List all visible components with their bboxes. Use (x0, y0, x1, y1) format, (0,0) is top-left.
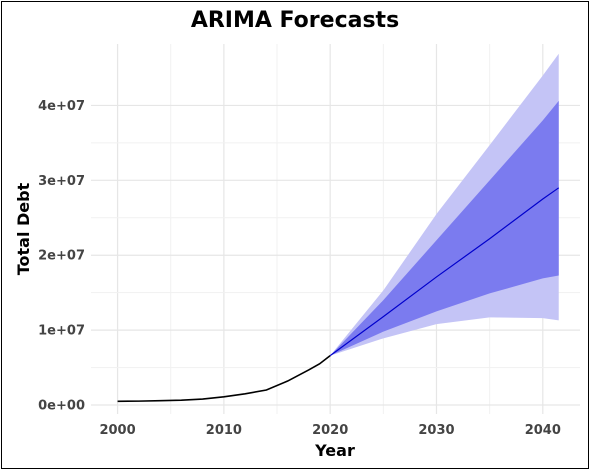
y-tick-label: 1e+07 (38, 324, 85, 339)
interval-bands (330, 53, 559, 356)
x-tick-label: 2010 (206, 423, 242, 438)
x-tick-label: 2030 (418, 423, 454, 438)
series-lines (117, 187, 560, 403)
x-tick-label: 2000 (99, 423, 135, 438)
x-tick-label: 2040 (525, 423, 561, 438)
y-tick-label: 3e+07 (38, 174, 85, 189)
y-tick-label: 0e+00 (38, 399, 85, 414)
y-tick-label: 2e+07 (38, 249, 85, 264)
forecast-mean-line (329, 187, 560, 357)
axis-ticks: 2000 2010 2020 2030 2040 0e+00 1e+07 2e+07 3e+07… (38, 99, 561, 438)
y-tick-label: 4e+07 (38, 99, 85, 114)
interval-80-band (330, 100, 559, 356)
x-tick-label: 2020 (312, 423, 348, 438)
history-line (117, 354, 331, 403)
y-axis-title: Total Debt (14, 182, 33, 275)
x-axis-title: Year (314, 441, 355, 460)
chart-title: ARIMA Forecasts (190, 8, 400, 33)
